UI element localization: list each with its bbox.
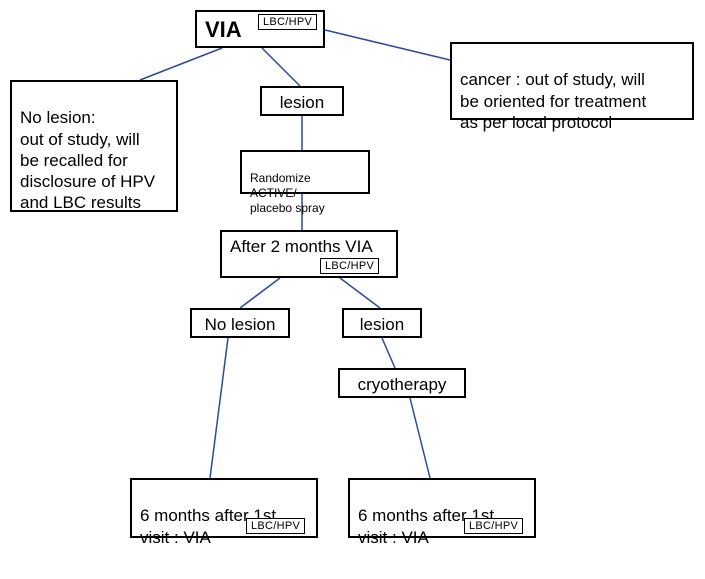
node-label: No lesion (205, 315, 276, 334)
node-lesion-2: lesion (342, 308, 422, 338)
node-label: After 2 months VIA (230, 237, 373, 256)
sublabel-text: LBC/HPV (263, 16, 312, 28)
node-cancer-out: cancer : out of study, will be oriented … (450, 42, 694, 120)
node-label: cancer : out of study, will be oriented … (460, 70, 646, 132)
node-label: lesion (280, 93, 324, 112)
sublabel-text: LBC/HPV (469, 520, 518, 532)
node-label: lesion (360, 315, 404, 334)
sublabel-text: LBC/HPV (325, 260, 374, 272)
connector-line (382, 338, 395, 368)
node-label: Randomize ACTIVE/ placebo spray (250, 171, 325, 215)
connector-line (262, 48, 300, 86)
sublabel-lbc-hpv-top: LBC/HPV (258, 14, 317, 30)
node-label: VIA (205, 17, 242, 42)
node-lesion-1: lesion (260, 86, 344, 116)
node-label: No lesion: out of study, will be recalle… (20, 108, 155, 212)
connector-line (340, 278, 380, 308)
node-label: cryotherapy (358, 375, 447, 394)
node-no-lesion-out: No lesion: out of study, will be recalle… (10, 80, 178, 212)
sublabel-lbc-hpv-after2m: LBC/HPV (320, 258, 379, 274)
node-randomize: Randomize ACTIVE/ placebo spray (240, 150, 370, 194)
connector-line (210, 338, 228, 478)
connector-line (140, 48, 222, 80)
connector-line (325, 30, 450, 60)
sublabel-lbc-hpv-6m-left: LBC/HPV (246, 518, 305, 534)
connector-line (410, 398, 430, 478)
node-no-lesion-2: No lesion (190, 308, 290, 338)
sublabel-text: LBC/HPV (251, 520, 300, 532)
connector-line (240, 278, 280, 308)
sublabel-lbc-hpv-6m-right: LBC/HPV (464, 518, 523, 534)
node-cryotherapy: cryotherapy (338, 368, 466, 398)
